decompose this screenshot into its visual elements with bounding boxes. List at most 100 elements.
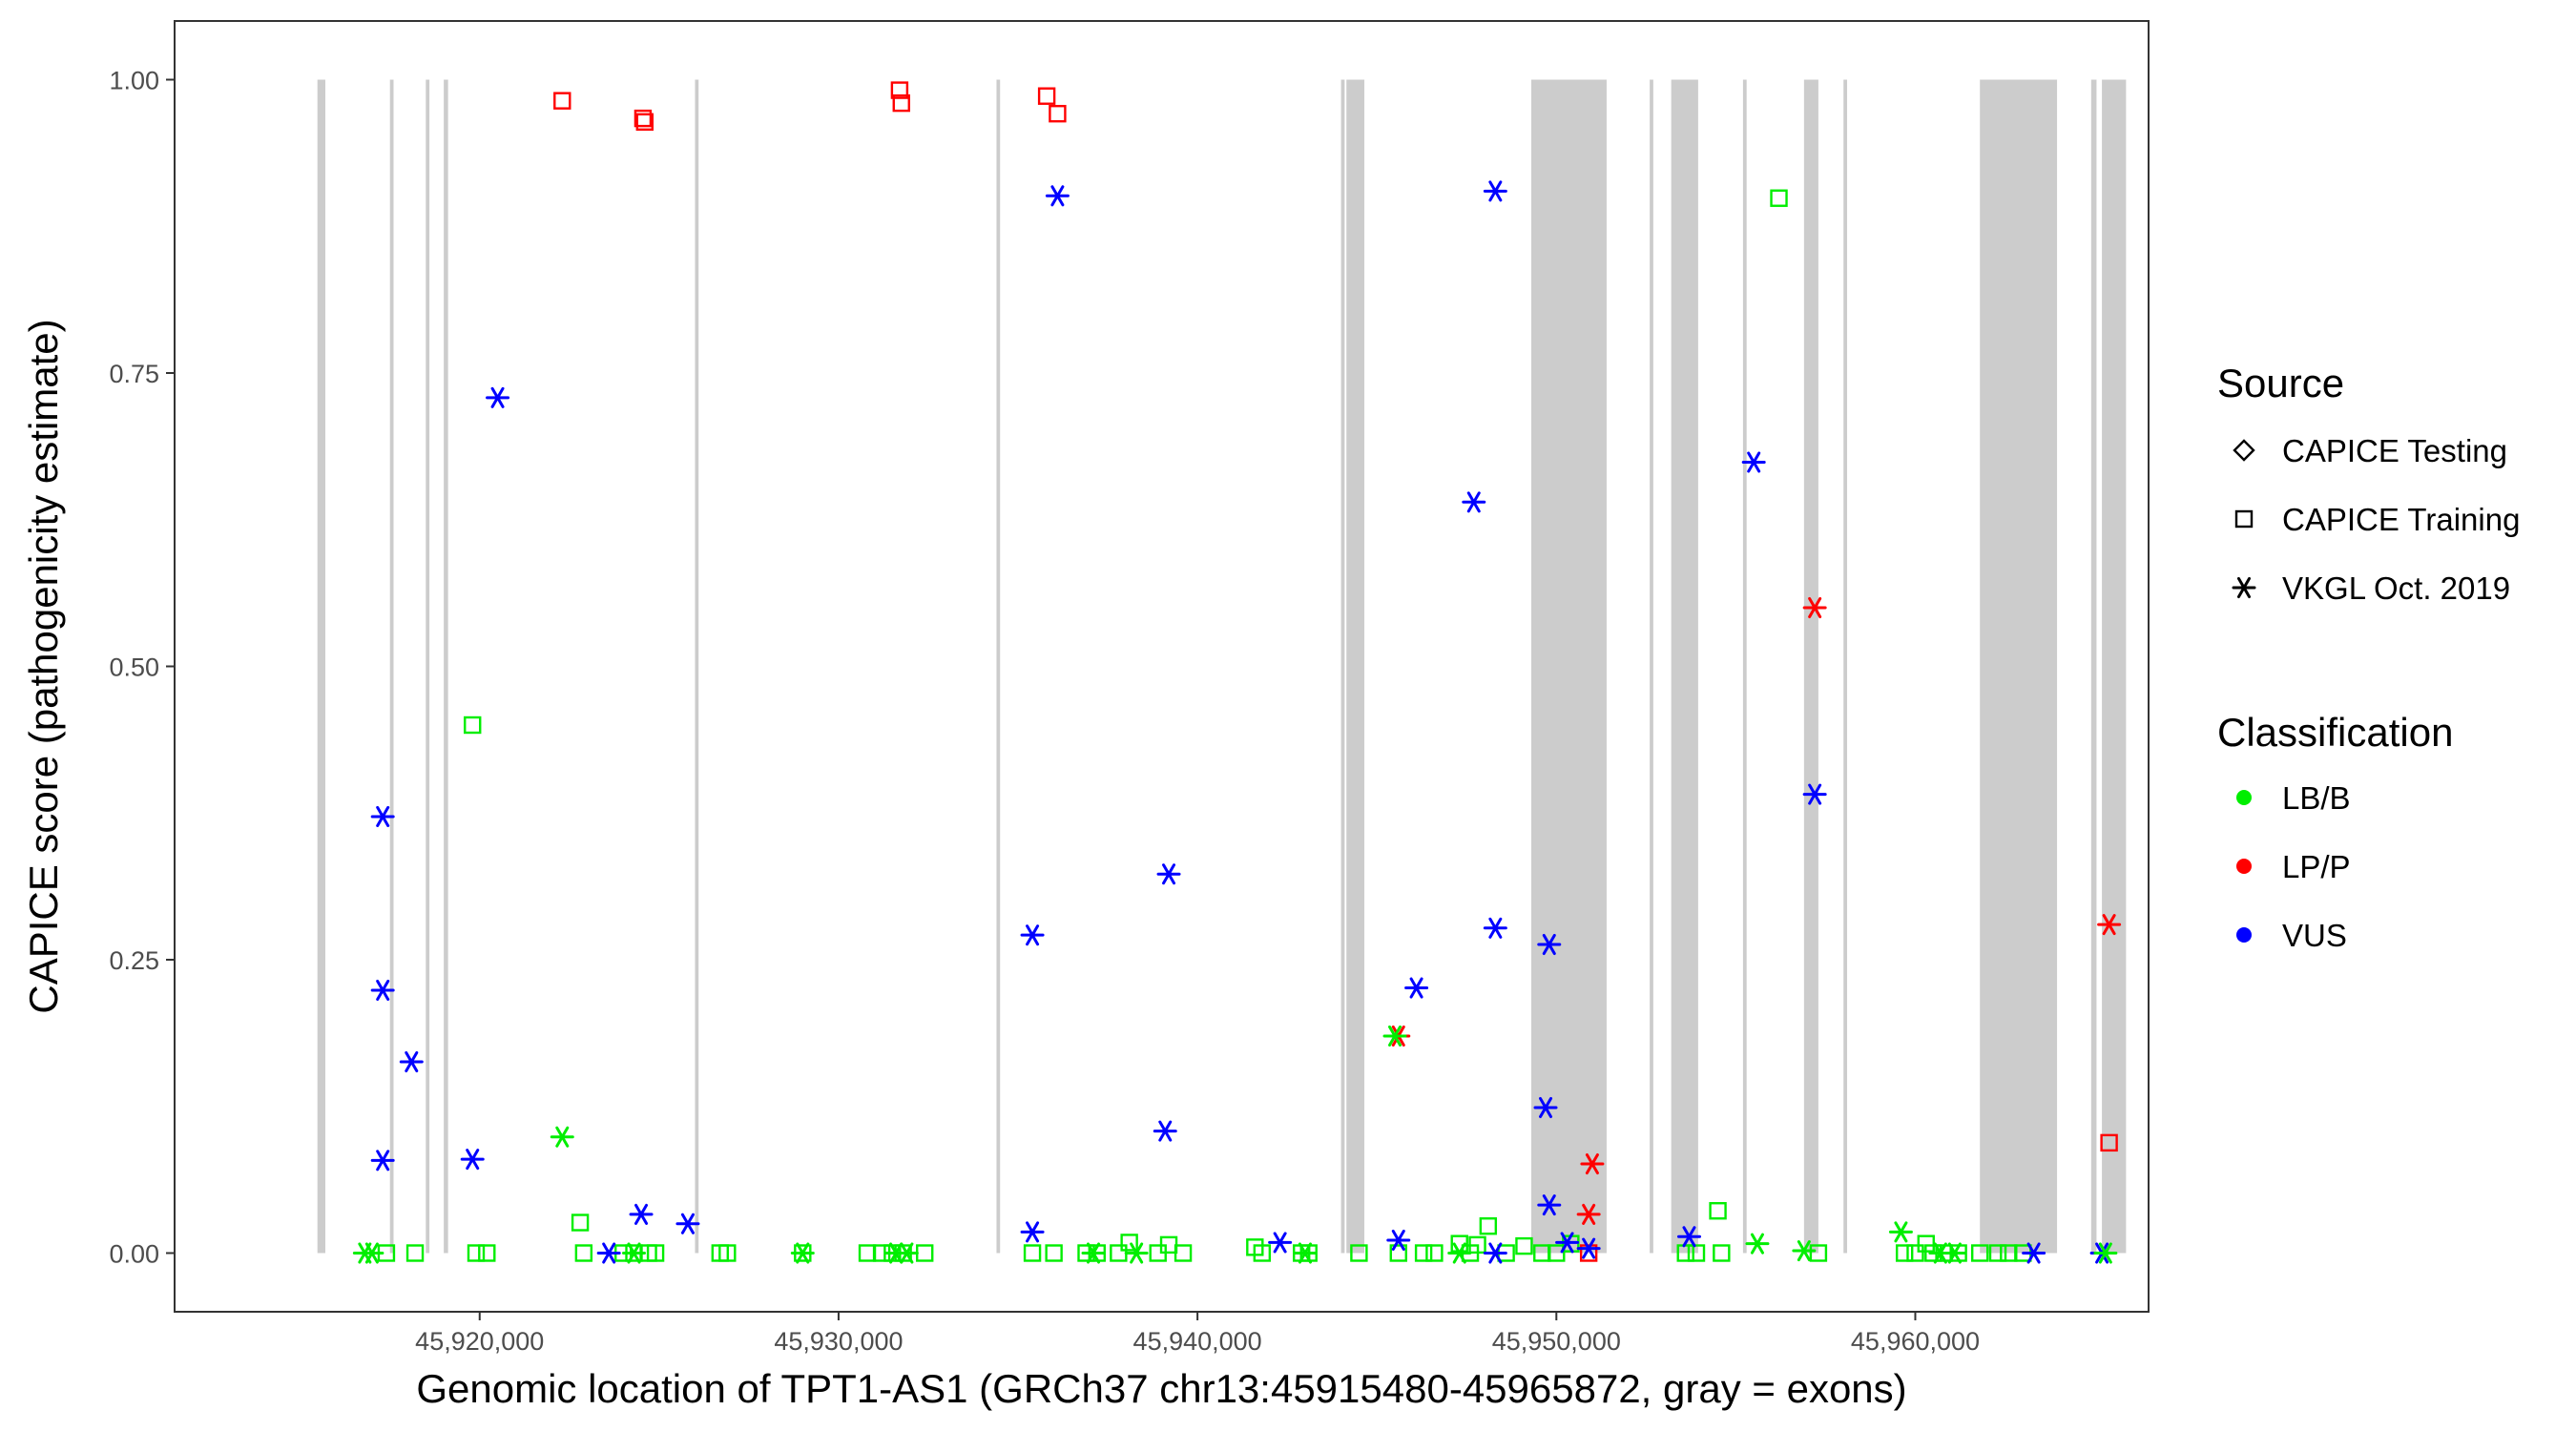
vkgl-point-vus: [460, 1149, 485, 1171]
training-point-lbb: [1906, 1244, 1924, 1262]
y-axis-title: CAPICE score (pathogenicity estimate): [21, 319, 66, 1013]
vkgl-point-lbb: [1447, 1242, 1472, 1264]
x-tick-label: 45,920,000: [415, 1327, 544, 1356]
vkgl-point-lbb: [790, 1242, 815, 1264]
training-point-lbb: [1174, 1244, 1193, 1262]
vkgl-point-vus: [1676, 1226, 1701, 1248]
vkgl-point-vus: [1537, 1194, 1562, 1216]
training-point-lbb: [1253, 1244, 1272, 1262]
exon-band: [389, 79, 394, 1254]
training-point-lpp: [553, 92, 571, 110]
y-tick-label: 0.25: [109, 946, 159, 975]
legend-class-label-lpp: LP/P: [2282, 849, 2351, 884]
vkgl-point-vus: [1537, 933, 1562, 956]
training-point-lbb: [467, 1244, 486, 1262]
points-layer: [352, 81, 2122, 1264]
vkgl-point-vus: [1404, 977, 1429, 999]
vkgl-point-lpp: [2097, 914, 2122, 936]
training-point-lbb: [1713, 1244, 1731, 1262]
exon-band: [1803, 79, 1818, 1254]
vkgl-point-lbb: [1888, 1221, 1913, 1243]
training-point-lbb: [1548, 1244, 1566, 1262]
training-point-lbb: [1425, 1244, 1444, 1262]
training-point-lbb: [1970, 1244, 1989, 1262]
legend-class-label-vus: VUS: [2282, 918, 2347, 953]
exon-band: [1671, 79, 1698, 1254]
x-tick-label: 45,940,000: [1133, 1327, 1262, 1356]
vkgl-point-vus: [1386, 1229, 1411, 1251]
training-point-lpp: [634, 109, 653, 128]
vkgl-point-vus: [675, 1213, 700, 1234]
training-point-lpp: [2100, 1133, 2118, 1152]
training-point-lbb: [1350, 1244, 1368, 1262]
vkgl-point-lbb: [2093, 1242, 2118, 1264]
vkgl-point-lbb: [1124, 1242, 1149, 1264]
training-point-lpp: [1049, 104, 1067, 123]
training-point-lbb: [405, 1244, 425, 1262]
vkgl-point-lpp: [1802, 596, 1827, 619]
vkgl-point-vus: [1153, 1120, 1177, 1142]
training-point-lpp: [1579, 1244, 1598, 1262]
vkgl-point-vus: [1576, 1237, 1601, 1259]
vkgl-point-lbb: [622, 1242, 647, 1264]
exon-band: [695, 79, 699, 1254]
legend-key-dot-lpp: [2236, 859, 2252, 874]
training-point-lbb: [571, 1213, 590, 1232]
training-point-lbb: [1770, 189, 1788, 207]
vkgl-point-vus: [629, 1203, 654, 1225]
vkgl-point-lbb: [1942, 1242, 1967, 1264]
y-tick-label: 0.00: [109, 1240, 159, 1269]
legend: Source CAPICE Testing CAPICE Training VK…: [2217, 361, 2520, 953]
vkgl-point-vus: [2022, 1242, 2046, 1264]
vkgl-point-vus: [1462, 491, 1486, 513]
vkgl-point-lbb: [894, 1242, 919, 1264]
vkgl-point-lbb: [1293, 1242, 1318, 1264]
vkgl-point-vus: [399, 1050, 424, 1073]
legend-keys: [2232, 439, 2256, 943]
training-point-lbb: [1809, 1244, 1828, 1262]
y-tick-label: 0.75: [109, 360, 159, 388]
exon-band: [2102, 79, 2127, 1254]
vkgl-point-vus: [486, 386, 510, 408]
training-point-lbb: [1709, 1202, 1727, 1220]
y-tick-label: 1.00: [109, 67, 159, 95]
legend-key-dot-vus: [2236, 927, 2252, 943]
vkgl-point-vus: [370, 979, 395, 1002]
training-point-lbb: [646, 1244, 665, 1262]
vkgl-point-lpp: [1576, 1203, 1601, 1225]
vkgl-point-lbb: [1745, 1233, 1770, 1255]
vkgl-point-vus: [1156, 863, 1181, 885]
x-tick-label: 45,930,000: [774, 1327, 903, 1356]
legend-source-title: Source: [2217, 361, 2344, 405]
training-point-lpp: [890, 81, 909, 99]
exon-band: [2090, 79, 2097, 1254]
training-point-lbb: [1120, 1234, 1138, 1252]
training-point-lbb: [1045, 1244, 1063, 1262]
vkgl-point-vus: [1555, 1232, 1580, 1254]
x-tick-label: 45,950,000: [1492, 1327, 1621, 1356]
training-point-lpp: [1037, 87, 1056, 105]
training-point-lbb: [1687, 1244, 1706, 1262]
training-point-lbb: [1468, 1235, 1486, 1255]
exon-band: [1340, 79, 1345, 1254]
legend-source-label-testing: CAPICE Testing: [2282, 433, 2507, 468]
vkgl-point-vus: [1741, 451, 1766, 473]
exon-band: [996, 79, 1001, 1254]
exon-band: [444, 79, 448, 1254]
vkgl-point-vus: [1483, 1242, 1507, 1264]
training-point-lbb: [574, 1244, 593, 1262]
exon-band: [1980, 79, 2058, 1254]
vkgl-point-vus: [1045, 185, 1070, 207]
exon-band: [1650, 79, 1653, 1254]
y-tick-label: 0.50: [109, 653, 159, 682]
training-point-lbb: [1023, 1244, 1042, 1262]
vkgl-point-vus: [1533, 1096, 1558, 1119]
legend-key-diamond: [2233, 439, 2255, 462]
legend-key-square: [2234, 509, 2254, 529]
vkgl-point-vus: [370, 1150, 395, 1172]
legend-key-dot-lbb: [2236, 790, 2252, 805]
vkgl-point-lbb: [550, 1126, 574, 1148]
legend-class-label-lbb: LB/B: [2282, 780, 2351, 816]
